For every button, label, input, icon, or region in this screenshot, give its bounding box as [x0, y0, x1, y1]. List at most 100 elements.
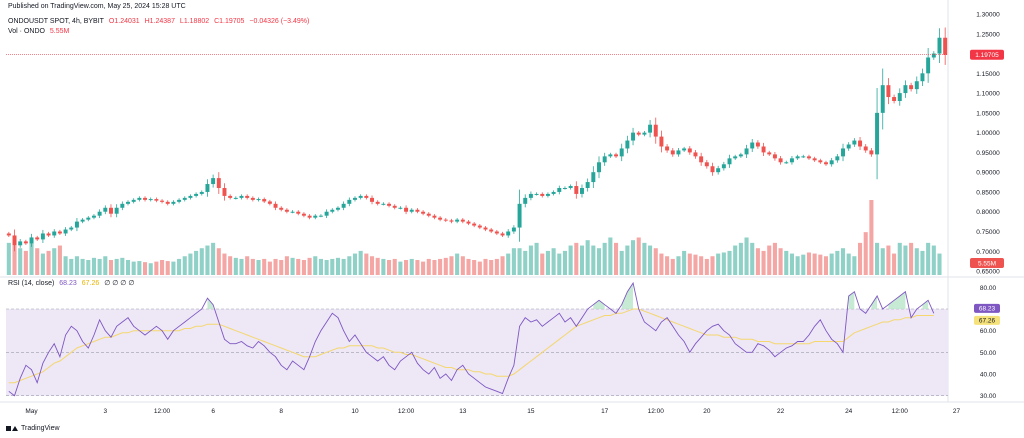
ohlc-legend: ONDOUSDT SPOT, 4h, BYBIT O1.24031 H1.243… — [8, 18, 312, 25]
candle-body — [880, 85, 885, 113]
published-note: Published on TradingView.com, May 25, 20… — [8, 3, 189, 10]
candle-body — [341, 203, 346, 208]
volume-bar — [483, 258, 488, 275]
candle-body — [375, 201, 380, 204]
rsi-overbought-fill — [207, 298, 214, 309]
volume-bar — [245, 256, 250, 275]
volume-bar — [6, 242, 11, 275]
volume-bar — [670, 258, 675, 275]
candle-body — [733, 156, 738, 159]
candle-body — [557, 188, 562, 192]
candle-body — [415, 209, 420, 212]
rsi-legend: RSI (14, close) 68.23 67.26 ∅ ∅ ∅ ∅ — [8, 279, 137, 287]
open-value: O1.24031 — [108, 18, 140, 25]
volume-bar — [18, 248, 23, 275]
time-tick-label: 15 — [527, 408, 535, 415]
candle-body — [931, 53, 936, 58]
volume-bar — [69, 258, 74, 275]
candle-body — [523, 197, 528, 204]
volume-bar — [840, 248, 846, 275]
volume-bar — [222, 253, 227, 275]
rsi-overbought-fill — [621, 283, 634, 309]
volume-tag-label: 5.55M — [978, 261, 996, 268]
volume-bar — [761, 250, 766, 275]
rsi-tick-label: 80.00 — [980, 285, 997, 292]
volume-bar — [545, 250, 550, 275]
volume-bar — [619, 250, 624, 275]
candle-body — [784, 162, 789, 164]
rsi-overbought-fill — [871, 296, 878, 309]
volume-tag — [970, 258, 1004, 268]
candle-body — [852, 140, 857, 145]
candle-body — [443, 219, 448, 221]
volume-bar — [886, 245, 891, 275]
volume-bar — [653, 248, 658, 275]
candle-body — [943, 37, 948, 55]
volume-bar — [86, 260, 91, 275]
candle-body — [710, 166, 715, 173]
candle-body — [318, 215, 323, 217]
candle-body — [897, 93, 902, 101]
candle-body — [154, 199, 159, 201]
candle-body — [591, 172, 596, 183]
candle-body — [296, 211, 301, 214]
volume-bar — [931, 245, 936, 275]
rsi-ma-tag-label: 67.26 — [979, 317, 996, 324]
low-value: L1.18802 — [179, 18, 210, 25]
volume-bar — [846, 253, 851, 275]
volume-bar — [897, 242, 902, 275]
volume-bar — [636, 237, 641, 275]
candle-body — [6, 233, 11, 236]
volume-bar — [165, 261, 170, 275]
volume-bar — [97, 258, 102, 275]
candle-body — [472, 223, 477, 226]
candle-body — [926, 57, 931, 74]
volume-bar — [613, 242, 619, 275]
candle-body — [824, 162, 828, 165]
candle-body — [869, 150, 874, 155]
candle-body — [767, 152, 772, 155]
candle-body — [148, 199, 153, 201]
candle-body — [131, 199, 136, 202]
candle-body — [35, 237, 40, 240]
rsi-extra: ∅ ∅ ∅ ∅ — [104, 280, 135, 287]
volume-bar — [250, 258, 255, 275]
candle-body — [353, 197, 357, 200]
candle-body — [335, 207, 340, 210]
candle-body — [114, 207, 119, 214]
labels: 1.19705 5.55M 68.23 67.26 — [970, 49, 1004, 325]
candle-body — [40, 233, 45, 240]
candle-body — [216, 178, 221, 188]
volume-bar — [801, 254, 806, 275]
candle-body — [449, 220, 454, 222]
candle-body — [806, 156, 811, 159]
candle-body — [313, 215, 318, 218]
candle-body — [755, 142, 760, 147]
volume-bar — [733, 245, 738, 275]
volume-bar — [914, 248, 919, 275]
volume-bar — [279, 260, 284, 275]
volume-bar — [875, 242, 880, 275]
volume-bar — [273, 258, 278, 275]
candle-body — [364, 195, 369, 198]
candle-body — [846, 144, 851, 149]
volume-value: 5.55M — [49, 28, 70, 35]
candle-body — [370, 197, 375, 202]
volume-bar — [784, 250, 789, 275]
volume-bar — [205, 245, 210, 275]
change-value: −0.04326 (−3.49%) — [249, 18, 310, 25]
rsi-overbought-fill — [888, 291, 906, 309]
volume-bar — [682, 250, 687, 275]
volume-bar — [523, 250, 528, 275]
volume-bar — [818, 254, 823, 275]
candle-body — [597, 162, 601, 173]
volume-bar — [625, 245, 630, 275]
candle-body — [574, 186, 579, 194]
price-tick-label: 0.65000 — [976, 269, 1000, 276]
candle-body — [653, 124, 658, 137]
candle-body — [211, 178, 216, 185]
volume-bar — [648, 245, 653, 275]
candle-body — [228, 195, 233, 198]
candle-body — [841, 148, 846, 157]
volume-bar — [863, 232, 868, 275]
